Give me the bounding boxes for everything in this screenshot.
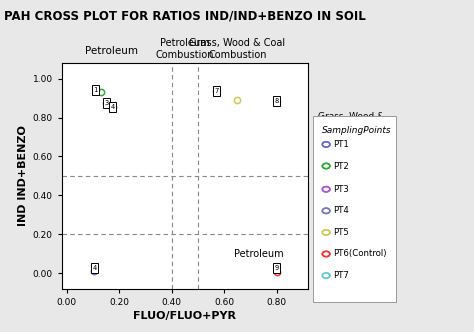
Text: 7: 7	[214, 88, 219, 94]
Text: Petroleum: Petroleum	[234, 249, 283, 259]
Text: PT4: PT4	[333, 206, 348, 215]
Text: PT3: PT3	[333, 185, 348, 194]
FancyBboxPatch shape	[91, 263, 98, 274]
FancyBboxPatch shape	[273, 263, 280, 273]
Text: Petroleum:: Petroleum:	[315, 175, 368, 184]
X-axis label: FLUO/FLUO+PYR: FLUO/FLUO+PYR	[133, 311, 237, 321]
Text: 1: 1	[93, 87, 98, 93]
FancyBboxPatch shape	[109, 102, 117, 112]
Text: 3: 3	[104, 100, 109, 106]
Text: PT3: PT3	[333, 185, 348, 194]
Text: PT2: PT2	[333, 161, 348, 171]
Text: PT4: PT4	[333, 206, 348, 215]
Text: Petroleum
Combustion: Petroleum Combustion	[155, 38, 214, 60]
Text: PT7: PT7	[333, 271, 348, 280]
Text: PT5: PT5	[333, 228, 348, 237]
Text: Petroleum:: Petroleum:	[315, 175, 368, 184]
Text: 4: 4	[110, 104, 115, 110]
Text: PT5: PT5	[333, 228, 348, 237]
Text: 4: 4	[92, 265, 97, 271]
Text: Grass, Wood &
Coal Combustion: Grass, Wood & Coal Combustion	[318, 112, 395, 132]
Y-axis label: IND IND+BENZO: IND IND+BENZO	[18, 125, 28, 226]
Text: Petroleum
Combustion: Petroleum Combustion	[318, 189, 372, 208]
Text: PAH CROSS PLOT FOR RATIOS IND/IND+BENZO IN SOIL: PAH CROSS PLOT FOR RATIOS IND/IND+BENZO …	[4, 10, 366, 23]
Text: SamplingPoints: SamplingPoints	[322, 126, 392, 135]
Text: PT6(Control): PT6(Control)	[333, 249, 386, 259]
Text: 9: 9	[274, 265, 279, 271]
Text: SamplingPoints: SamplingPoints	[322, 126, 392, 135]
Text: Petroleum: Petroleum	[85, 46, 138, 56]
FancyBboxPatch shape	[103, 98, 110, 108]
Text: PT2: PT2	[333, 161, 348, 171]
Text: PT7: PT7	[333, 271, 348, 280]
Text: PT6(Control): PT6(Control)	[333, 249, 386, 259]
Text: Grass, Wood & Coal
Combustion: Grass, Wood & Coal Combustion	[189, 38, 285, 60]
Text: 8: 8	[274, 98, 279, 104]
FancyBboxPatch shape	[213, 86, 220, 96]
Text: PT1: PT1	[333, 140, 348, 149]
FancyBboxPatch shape	[273, 96, 280, 106]
Text: PT1: PT1	[333, 140, 348, 149]
FancyBboxPatch shape	[92, 85, 100, 95]
